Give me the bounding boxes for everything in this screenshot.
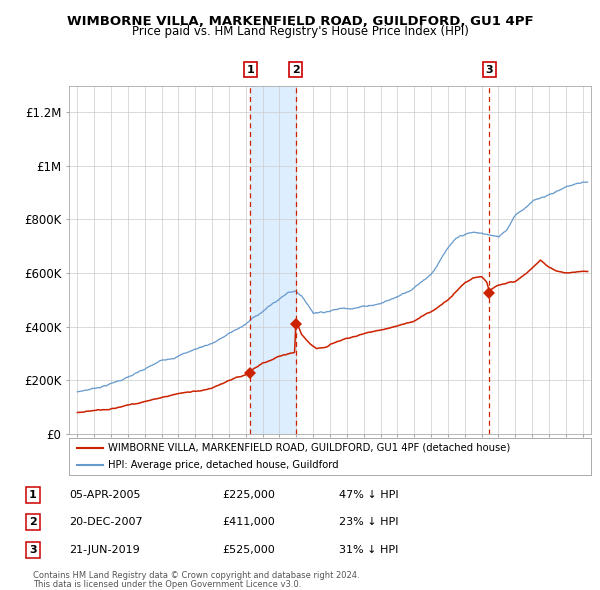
Text: 3: 3	[29, 545, 37, 555]
Text: 23% ↓ HPI: 23% ↓ HPI	[339, 517, 398, 527]
Text: 20-DEC-2007: 20-DEC-2007	[69, 517, 143, 527]
Text: 1: 1	[29, 490, 37, 500]
Text: 2: 2	[29, 517, 37, 527]
Text: HPI: Average price, detached house, Guildford: HPI: Average price, detached house, Guil…	[108, 460, 339, 470]
Text: 31% ↓ HPI: 31% ↓ HPI	[339, 545, 398, 555]
Text: This data is licensed under the Open Government Licence v3.0.: This data is licensed under the Open Gov…	[33, 579, 301, 589]
Text: £225,000: £225,000	[222, 490, 275, 500]
Text: 21-JUN-2019: 21-JUN-2019	[69, 545, 140, 555]
Text: 47% ↓ HPI: 47% ↓ HPI	[339, 490, 398, 500]
Text: Price paid vs. HM Land Registry's House Price Index (HPI): Price paid vs. HM Land Registry's House …	[131, 25, 469, 38]
Bar	[250, 86, 296, 434]
Text: 1: 1	[247, 65, 254, 75]
Text: 3: 3	[485, 65, 493, 75]
Text: Contains HM Land Registry data © Crown copyright and database right 2024.: Contains HM Land Registry data © Crown c…	[33, 571, 359, 580]
Text: WIMBORNE VILLA, MARKENFIELD ROAD, GUILDFORD, GU1 4PF (detached house): WIMBORNE VILLA, MARKENFIELD ROAD, GUILDF…	[108, 443, 511, 453]
Text: £525,000: £525,000	[222, 545, 275, 555]
Text: 05-APR-2005: 05-APR-2005	[69, 490, 140, 500]
Text: WIMBORNE VILLA, MARKENFIELD ROAD, GUILDFORD, GU1 4PF: WIMBORNE VILLA, MARKENFIELD ROAD, GUILDF…	[67, 15, 533, 28]
Text: £411,000: £411,000	[222, 517, 275, 527]
Text: 2: 2	[292, 65, 299, 75]
